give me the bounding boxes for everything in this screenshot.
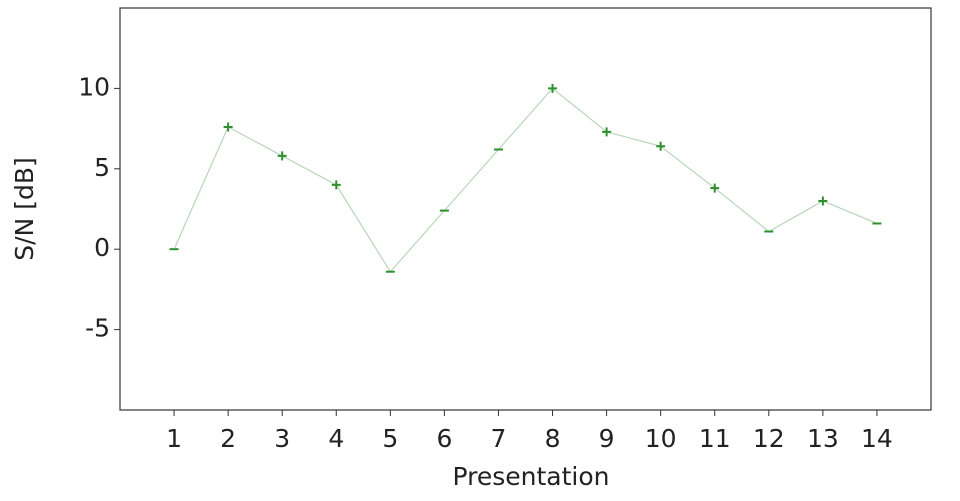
point-marker bbox=[656, 141, 666, 151]
plot-frame bbox=[119, 7, 932, 411]
x-tick-label: 4 bbox=[328, 424, 344, 453]
x-tick-label: 9 bbox=[599, 424, 615, 453]
series-line bbox=[173, 87, 878, 273]
point-marker bbox=[710, 183, 720, 193]
x-tick-label: 10 bbox=[645, 424, 677, 453]
x-tick-label: 7 bbox=[491, 424, 507, 453]
x-tick-label: 11 bbox=[699, 424, 731, 453]
x-tick-label: 12 bbox=[753, 424, 785, 453]
x-tick-label: 5 bbox=[382, 424, 398, 453]
y-tick-label: 10 bbox=[78, 72, 110, 101]
y-tick-label: 5 bbox=[94, 153, 110, 182]
point-marker bbox=[331, 180, 341, 190]
x-tick-label: 2 bbox=[220, 424, 236, 453]
x-tick-label: 8 bbox=[545, 424, 561, 453]
x-tick-label: 1 bbox=[166, 424, 182, 453]
y-tick-label: -5 bbox=[85, 314, 110, 343]
y-tick-label: 0 bbox=[94, 233, 110, 262]
x-axis-label: Presentation bbox=[452, 462, 609, 491]
point-marker bbox=[223, 122, 233, 132]
point-marker bbox=[277, 151, 287, 161]
point-marker bbox=[818, 196, 828, 206]
x-tick-label: 3 bbox=[274, 424, 290, 453]
x-tick-label: 13 bbox=[807, 424, 839, 453]
x-tick-label: 14 bbox=[861, 424, 893, 453]
point-marker bbox=[548, 83, 558, 93]
point-marker bbox=[602, 127, 612, 137]
x-tick-label: 6 bbox=[436, 424, 452, 453]
y-axis-label: S/N [dB] bbox=[10, 157, 39, 260]
